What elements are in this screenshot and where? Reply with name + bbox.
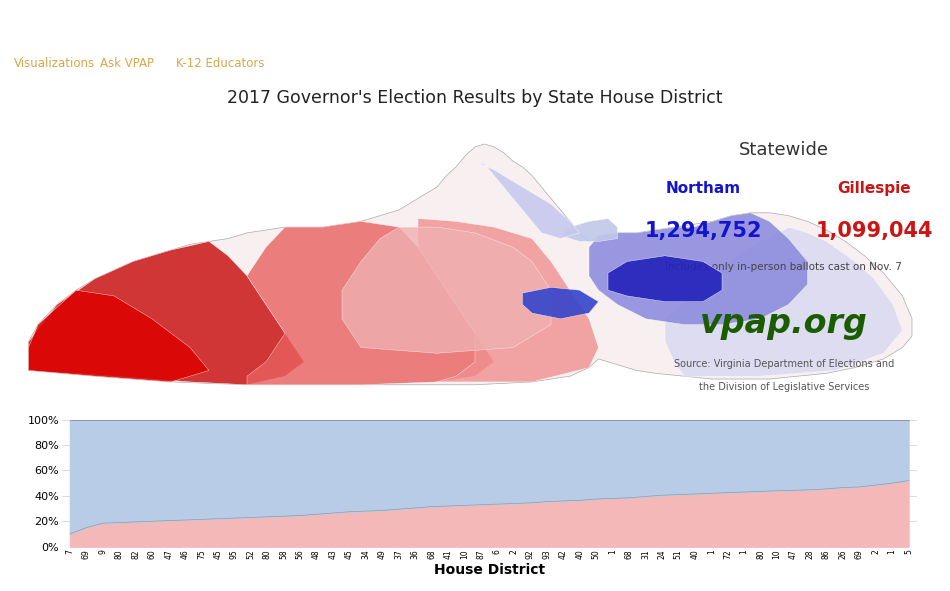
Polygon shape (418, 219, 598, 382)
Polygon shape (28, 290, 209, 382)
Text: the Division of Legislative Services: the Division of Legislative Services (698, 382, 869, 392)
Polygon shape (589, 213, 808, 324)
Text: VPAP Visuals: VPAP Visuals (12, 17, 215, 45)
Polygon shape (247, 222, 494, 385)
Polygon shape (665, 227, 902, 376)
Text: Visualizations: Visualizations (14, 57, 95, 70)
Text: K-12 Educators: K-12 Educators (176, 57, 264, 70)
Polygon shape (475, 161, 580, 239)
Text: 2017 Governor's Election Results by State House District: 2017 Governor's Election Results by Stat… (227, 89, 723, 107)
Polygon shape (560, 219, 618, 242)
Polygon shape (342, 227, 551, 353)
Text: Includes only in-person ballots cast on Nov. 7: Includes only in-person ballots cast on … (665, 262, 902, 271)
Text: Ask VPAP: Ask VPAP (100, 57, 154, 70)
Polygon shape (28, 242, 304, 385)
Text: vpap.org: vpap.org (700, 307, 867, 340)
Text: Source: Virginia Department of Elections and: Source: Virginia Department of Elections… (674, 359, 894, 369)
Text: 1,294,752: 1,294,752 (644, 222, 762, 241)
Polygon shape (522, 287, 598, 319)
Text: Gillespie: Gillespie (837, 181, 911, 196)
Text: Northam: Northam (665, 181, 741, 196)
Polygon shape (608, 256, 722, 301)
X-axis label: House District: House District (434, 563, 544, 577)
Polygon shape (28, 144, 912, 385)
Text: Statewide: Statewide (739, 141, 828, 159)
Text: 1,099,044: 1,099,044 (815, 222, 933, 241)
